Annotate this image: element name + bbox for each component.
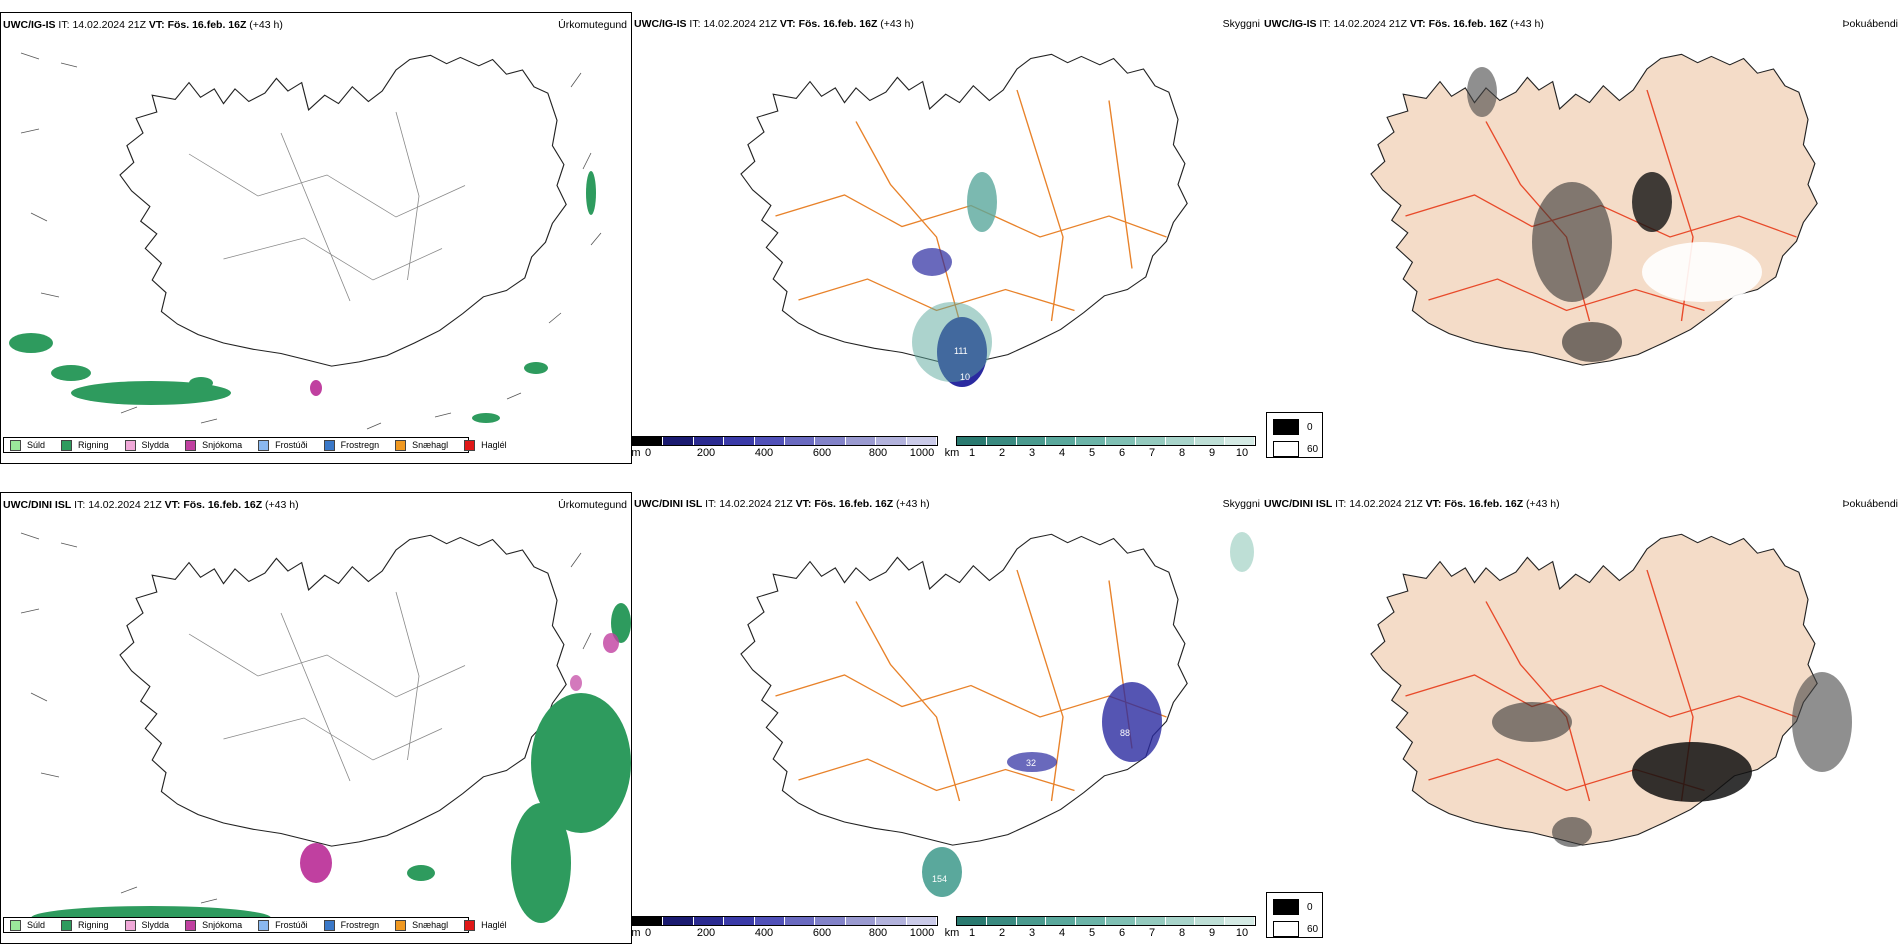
- visibility-map-bottom: 88 154 32: [740, 532, 1254, 897]
- legend-item: Snjókoma: [185, 439, 242, 451]
- precip-legend-top: Súld Rigning Slydda Snjókoma Frostúði Fr…: [3, 437, 507, 453]
- vis-km-bar: [956, 436, 1256, 446]
- vis-label: 32: [1026, 758, 1036, 768]
- visibility-title-bottom: UWC/DINI ISL IT: 14.02.2024 21Z VT: Fös.…: [634, 498, 930, 510]
- fog-type-label-bottom: Þokuábendi: [1842, 498, 1898, 510]
- legend-item: Snjókoma: [185, 919, 242, 931]
- legend-item: Frostúði: [258, 439, 308, 451]
- legend-item: Súld: [10, 919, 45, 931]
- fog-map-bottom: [1370, 533, 1852, 847]
- fog-legend-top: 0 60: [1266, 412, 1323, 458]
- vis-areas: [912, 172, 997, 387]
- vis-label: 10: [936, 388, 946, 398]
- vis-label: 88: [1120, 728, 1130, 738]
- precip-panel-top: UWC/IG-IS IT: 14.02.2024 21Z VT: Fös. 16…: [0, 12, 632, 464]
- fog-map-top: [1370, 53, 1818, 366]
- precip-legend-bottom: Súld Rigning Slydda Snjókoma Frostúði Fr…: [3, 917, 507, 933]
- vis-m-scale-top: m 0 200 400 600 800 1000: [632, 436, 938, 464]
- vis-label: 111: [954, 346, 968, 356]
- fog-areas: [1467, 67, 1762, 362]
- vis-km-scale-bottom: km 1 2 3 4 5 6 7 8 9 10: [945, 916, 1256, 944]
- legend-item: Slydda: [124, 919, 169, 931]
- legend-item: Snæhagl: [395, 919, 448, 931]
- precip-type-label-top: Úrkomutegund: [558, 19, 627, 31]
- vis-km-scale-top: km 1 2 3 4 5 6 7 8 9 10: [945, 436, 1256, 464]
- wind-barbs: [20, 52, 602, 430]
- legend-item: Rigning: [61, 439, 109, 451]
- legend-item: Frostregn: [323, 919, 379, 931]
- legend-item: Haglél: [464, 439, 507, 451]
- precip-title-top: UWC/IG-IS IT: 14.02.2024 21Z VT: Fös. 16…: [3, 19, 283, 31]
- legend-item: Frostregn: [323, 439, 379, 451]
- legend-item: Slydda: [124, 439, 169, 451]
- visibility-panel-bottom: UWC/DINI ISL IT: 14.02.2024 21Z VT: Fös.…: [632, 492, 1262, 944]
- vis-label: 154: [932, 874, 947, 884]
- precip-type-label-bottom: Úrkomutegund: [558, 499, 627, 511]
- precip-map-top: [9, 52, 602, 430]
- vis-areas: [922, 532, 1254, 897]
- snow-areas: [300, 633, 619, 883]
- rain-areas: [31, 603, 631, 923]
- vis-m-bar: [632, 916, 938, 926]
- legend-item: Súld: [10, 439, 45, 451]
- visibility-type-label-bottom: Skyggni: [1222, 498, 1260, 510]
- visibility-type-label-top: Skyggni: [1222, 18, 1260, 30]
- fog-title-bottom: UWC/DINI ISL IT: 14.02.2024 21Z VT: Fös.…: [1264, 498, 1560, 510]
- fog-areas: [1492, 672, 1852, 847]
- precip-map-bottom: [20, 532, 631, 923]
- precip-title-bottom: UWC/DINI ISL IT: 14.02.2024 21Z VT: Fös.…: [3, 499, 299, 511]
- fog-panel-top: UWC/IG-IS IT: 14.02.2024 21Z VT: Fös. 16…: [1262, 12, 1898, 464]
- vis-km-bar: [956, 916, 1256, 926]
- fog-title-top: UWC/IG-IS IT: 14.02.2024 21Z VT: Fös. 16…: [1264, 18, 1544, 30]
- vis-m-scale-bottom: m 0 200 400 600 800 1000: [632, 916, 938, 944]
- legend-item: Rigning: [61, 919, 109, 931]
- visibility-title-top: UWC/IG-IS IT: 14.02.2024 21Z VT: Fös. 16…: [634, 18, 914, 30]
- visibility-map-top: 111 10 10: [740, 53, 1188, 398]
- vis-m-bar: [632, 436, 938, 446]
- precip-panel-bottom: UWC/DINI ISL IT: 14.02.2024 21Z VT: Fös.…: [0, 492, 632, 944]
- rain-areas: [9, 171, 596, 423]
- fog-legend-bottom: 0 60: [1266, 892, 1323, 938]
- legend-item: Frostúði: [258, 919, 308, 931]
- fog-type-label-top: Þokuábendi: [1842, 18, 1898, 30]
- visibility-panel-top: UWC/IG-IS IT: 14.02.2024 21Z VT: Fös. 16…: [632, 12, 1262, 464]
- snow-area: [310, 380, 322, 396]
- legend-item: Snæhagl: [395, 439, 448, 451]
- fog-panel-bottom: UWC/DINI ISL IT: 14.02.2024 21Z VT: Fös.…: [1262, 492, 1898, 944]
- legend-item: Haglél: [464, 919, 507, 931]
- vis-label: 10: [960, 372, 970, 382]
